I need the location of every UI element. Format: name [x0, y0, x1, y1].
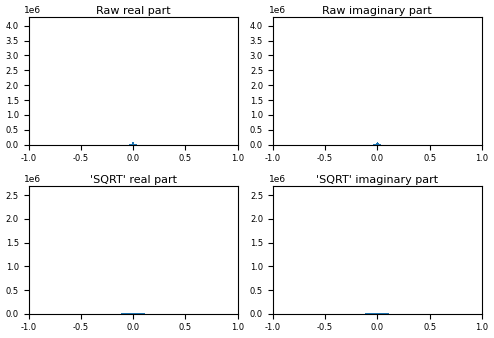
- Bar: [374, 144, 375, 145]
- Bar: [385, 313, 386, 314]
- Bar: [131, 313, 132, 314]
- Bar: [379, 313, 380, 314]
- Bar: [130, 313, 131, 314]
- Bar: [128, 313, 129, 314]
- Bar: [380, 144, 381, 145]
- Title: Raw real part: Raw real part: [96, 6, 170, 16]
- Bar: [369, 313, 370, 314]
- Bar: [134, 313, 135, 314]
- Bar: [371, 313, 372, 314]
- Bar: [139, 313, 140, 314]
- Bar: [382, 313, 383, 314]
- Bar: [141, 313, 142, 314]
- Bar: [378, 313, 379, 314]
- Bar: [377, 313, 378, 314]
- Bar: [375, 144, 376, 145]
- Bar: [375, 313, 376, 314]
- Bar: [379, 144, 380, 145]
- Bar: [384, 313, 385, 314]
- Title: 'SQRT' real part: 'SQRT' real part: [89, 175, 176, 185]
- Bar: [130, 144, 131, 145]
- Bar: [131, 144, 132, 145]
- Bar: [132, 313, 133, 314]
- Bar: [383, 313, 384, 314]
- Bar: [374, 313, 375, 314]
- Bar: [372, 313, 373, 314]
- Bar: [129, 144, 130, 145]
- Bar: [138, 313, 139, 314]
- Bar: [125, 313, 126, 314]
- Title: 'SQRT' imaginary part: 'SQRT' imaginary part: [316, 175, 438, 185]
- Bar: [134, 144, 135, 145]
- Bar: [377, 142, 378, 145]
- Bar: [124, 313, 125, 314]
- Bar: [378, 143, 379, 145]
- Bar: [132, 142, 133, 145]
- Bar: [126, 313, 127, 314]
- Bar: [135, 313, 136, 314]
- Bar: [376, 313, 377, 314]
- Bar: [133, 313, 134, 314]
- Bar: [373, 313, 374, 314]
- Bar: [368, 313, 369, 314]
- Bar: [380, 313, 381, 314]
- Title: Raw imaginary part: Raw imaginary part: [323, 6, 432, 16]
- Bar: [129, 313, 130, 314]
- Bar: [136, 313, 137, 314]
- Bar: [127, 313, 128, 314]
- Bar: [376, 142, 377, 145]
- Bar: [137, 313, 138, 314]
- Bar: [381, 313, 382, 314]
- Bar: [135, 144, 136, 145]
- Bar: [133, 142, 134, 145]
- Bar: [370, 313, 371, 314]
- Bar: [140, 313, 141, 314]
